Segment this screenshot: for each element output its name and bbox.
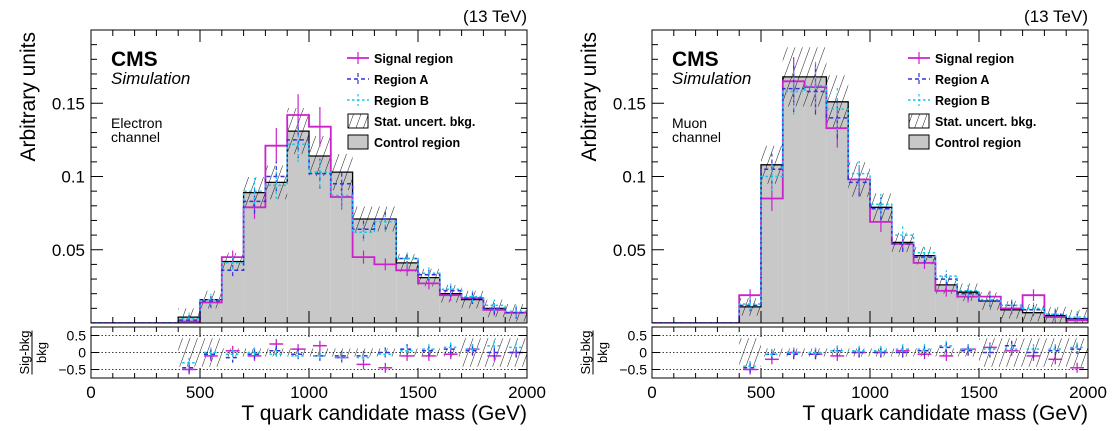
control-region-bar [396,262,418,323]
control-region-bar [287,131,309,323]
control-region-bar [848,179,870,323]
control-region-bar [374,218,397,323]
y-tick-label: 0.1 [61,168,85,187]
x-tick-label: 0 [86,383,95,402]
ratio-y-tick-label: −0.5 [58,362,86,378]
ratio-stat-uncert-band [739,338,761,367]
control-region-bar [804,76,827,323]
control-region-bar [782,76,805,323]
legend-swatch-stat-uncert [908,113,930,129]
stat-uncert-band [352,206,375,232]
legend-label: Region A [935,73,989,87]
energy-label: (13 TeV) [463,7,527,26]
channel-label: channel [672,129,721,145]
energy-label: (13 TeV) [1024,7,1088,26]
series-line-region-a [652,87,1088,323]
legend-label: Control region [935,136,1021,150]
x-tick-label: 500 [747,383,775,402]
control-region-bar [870,207,892,323]
legend-swatch-control-region [347,134,369,150]
ratio-y-tick-label: 0.5 [67,328,87,344]
status-label: Simulation [111,69,190,88]
control-region-bar [265,182,288,323]
ratio-stat-uncert-band [178,338,200,367]
x-axis-title: T quark candidate mass (GeV) [802,402,1088,425]
y-axis-title: Arbitrary units [578,32,601,162]
series-line-region-b [91,143,527,323]
x-axis-title: T quark candidate mass (GeV) [241,402,527,425]
stat-uncert-band [309,135,331,177]
legend-swatch-stat-uncert [347,113,369,129]
legend-label: Stat. uncert. bkg. [374,115,475,129]
legend-label: Region B [374,94,429,108]
x-tick-label: 0 [647,383,656,402]
channel-label: channel [111,129,160,145]
ratio-y-title-denominator: bkg [34,342,49,363]
legend-label: Stat. uncert. bkg. [935,115,1036,129]
x-tick-label: 2000 [508,383,546,402]
experiment-label: CMS [111,48,158,71]
ratio-y-title-numerator: Sig-bkg [578,330,593,374]
ratio-plot-area [91,335,527,375]
ratio-stat-uncert-band [265,348,288,357]
control-region-bar [352,218,375,323]
stat-uncert-band [870,193,892,222]
y-tick-label: 0.1 [622,168,646,187]
control-region-bar [309,155,331,323]
control-region-bar [826,101,849,323]
control-region-bar [330,172,353,323]
y-tick-label: 0.05 [613,241,646,260]
legend-label: Signal region [935,52,1014,66]
stat-uncert-band [739,298,761,316]
control-region-bar [935,284,958,323]
y-tick-label: 0.15 [52,94,85,113]
control-region-bar [891,242,914,323]
ratio-y-title-denominator: bkg [595,342,610,363]
y-tick-label: 0.05 [52,241,85,260]
control-region-bar [243,192,266,323]
legend-label: Region B [935,94,990,108]
legend: Signal region Region A Region B Stat. uncer… [347,52,475,150]
ratio-y-tick-label: −0.5 [619,362,647,378]
ratio-y-title-numerator: Sig-bkg [17,330,32,374]
y-axis-title: Arbitrary units [17,32,40,162]
x-tick-label: 1000 [290,383,328,402]
ratio-y-tick-label: 0 [78,345,86,361]
x-tick-label: 1500 [960,383,998,402]
channel-label: Electron [111,115,162,131]
control-region-bar [221,261,244,323]
experiment-label: CMS [672,48,719,71]
ratio-y-tick-label: 0.5 [628,328,648,344]
ratio-y-tick-label: 0 [639,345,647,361]
x-tick-label: 2000 [1069,383,1107,402]
legend-label: Control region [374,136,460,150]
main-plot-area [652,47,1088,323]
control-region-bar [761,164,783,323]
series-line-region-b [652,84,1088,323]
legend-label: Region A [374,73,428,87]
status-label: Simulation [672,69,751,88]
ratio-stat-uncert-band [374,348,397,357]
y-tick-label: 0.15 [613,94,646,113]
main-plot-area [91,94,527,323]
legend-swatch-control-region [908,134,930,150]
control-region-bar [418,277,440,323]
channel-label: Muon [672,115,707,131]
ratio-stat-uncert-band [979,338,1001,367]
legend: Signal region Region A Region B Stat. uncer… [908,52,1036,150]
x-tick-label: 1500 [399,383,437,402]
stat-uncert-band [330,153,353,191]
x-tick-label: 1000 [851,383,889,402]
control-region-bar [913,255,936,323]
x-tick-label: 500 [186,383,214,402]
legend-label: Signal region [374,52,453,66]
